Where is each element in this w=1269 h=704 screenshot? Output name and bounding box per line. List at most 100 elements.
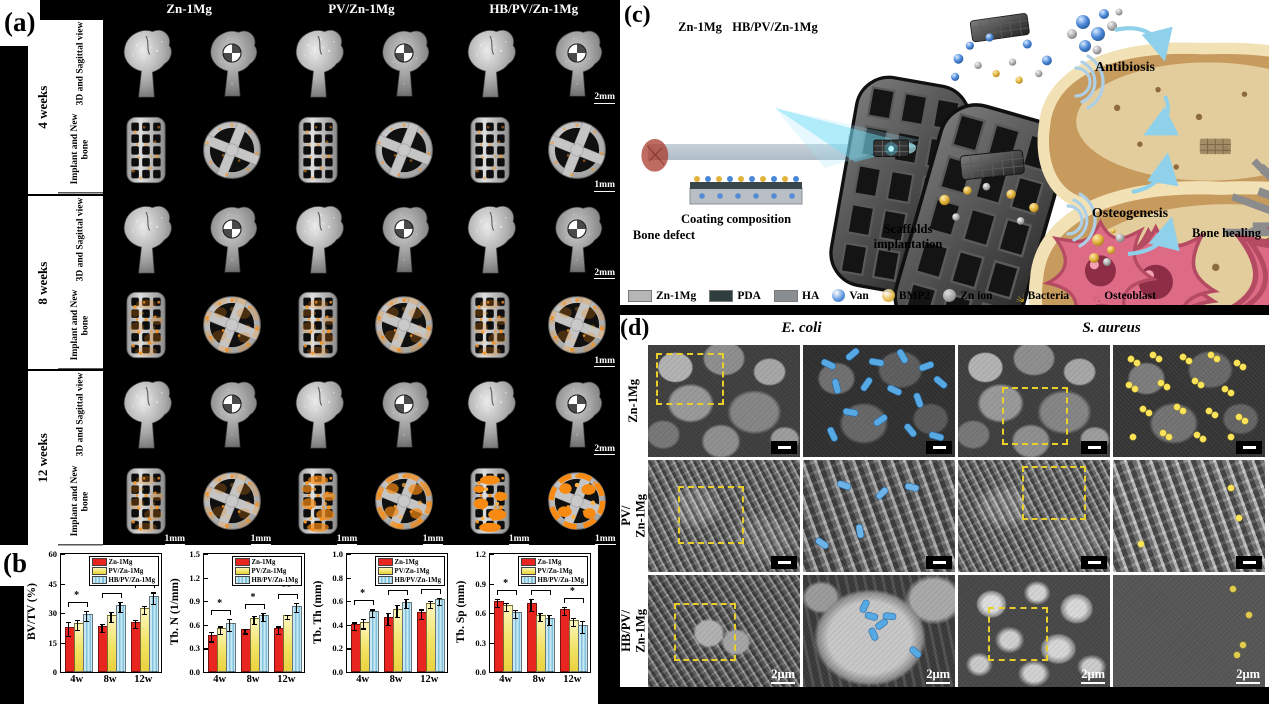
implant-newbone-image [470, 466, 510, 536]
column-header-zn1mg: Zn-1Mg [166, 1, 212, 16]
bone-3d-image [462, 201, 518, 275]
coating-composition-image [689, 176, 803, 205]
sem-image-r1c3 [958, 345, 1110, 457]
y-tick-mark [204, 601, 208, 603]
y-tick-label: 0.0 [332, 667, 343, 677]
legend-swatch [91, 576, 107, 584]
error-bar-cap [108, 612, 114, 614]
x-category-label: 4w [213, 674, 227, 685]
chart-legend-row: HB/PV/Zn-1Mg [234, 576, 298, 584]
error-bar-cap [275, 634, 281, 636]
panel-c-schematic: (c) Zn-1Mg HB/PV/Zn-1Mg Bone defect Coat… [620, 0, 1269, 305]
implant-newbone-image [126, 115, 166, 185]
error-bar-cap [561, 614, 567, 617]
error-bar [211, 631, 213, 642]
y-tick-label: 0.9 [475, 578, 486, 589]
chart-legend-row: Zn-1Mg [234, 558, 298, 566]
column-header-saureus: S. aureus [1082, 320, 1141, 336]
microct-cell [275, 194, 361, 282]
scale-bar-label: 1mm [164, 533, 186, 545]
error-bar-cap [403, 608, 409, 610]
error-bar [515, 610, 517, 618]
bottom-edge-bar [620, 687, 1269, 704]
error-bar [229, 618, 231, 632]
y-tick-label: 0.3 [189, 643, 200, 654]
microct-cell [275, 369, 361, 457]
x-category-label: 8w [103, 674, 117, 685]
error-bar-cap [251, 624, 257, 626]
scale-bar-label: 2μm [1236, 667, 1260, 684]
saureus-bacteria-overlay [1137, 484, 1243, 548]
bone-3d-image [550, 201, 604, 275]
error-bar-cap [385, 613, 391, 615]
error-bar-cap [418, 618, 424, 621]
week-group-8w: 8 weeks 3D and Sagittal view Implant and… [28, 193, 103, 370]
bar-HB/PV/Zn-1Mg [292, 605, 303, 672]
chart-legend: Zn-1Mg PV/Zn-1Mg HB/PV/Zn-1Mg [517, 556, 588, 586]
error-bar-cap [150, 592, 156, 594]
microct-row: 1mm [103, 106, 620, 194]
error-bar [497, 599, 499, 608]
legend-swatch [520, 567, 536, 575]
y-tick-label: 0 [52, 667, 57, 677]
error-bar-cap [141, 606, 147, 608]
error-bar-cap [117, 602, 123, 604]
scale-bar-label: 1mm [422, 533, 444, 545]
sem-image-r3c2: 2μm [803, 575, 955, 687]
error-bar-cap [546, 614, 552, 617]
error-bar [548, 614, 550, 625]
scale-bar-label: 1mm [336, 533, 358, 545]
implant-newbone-image [201, 294, 263, 356]
legend-swatch [91, 558, 107, 566]
y-tick-mark [61, 642, 65, 644]
bone-3d-image [290, 25, 346, 99]
sem-image-r1c4 [1113, 345, 1265, 457]
chart-legend-row: Zn-1Mg [377, 558, 441, 566]
y-tick-mark [204, 554, 208, 556]
error-bar-cap [117, 612, 123, 614]
error-bar-cap [284, 614, 290, 616]
microct-cell [275, 106, 361, 194]
row-label-implant: Implant and New bone [58, 457, 103, 546]
error-bar [530, 599, 532, 612]
error-bar-cap [293, 602, 299, 604]
error-bar [277, 626, 279, 635]
x-category-label: 4w [70, 674, 84, 685]
significance-label: * [360, 588, 366, 600]
bar-chart-2: Tb. N (1/mm) 0.0 0.3 0.6 0.9 1.2 1.5 * * ** Zn-1Mg… [169, 547, 312, 703]
error-bar-cap [75, 619, 81, 622]
microct-row: 2mm [103, 369, 620, 457]
scale-bar-label: 1mm [594, 533, 616, 545]
chart-legend: Zn-1Mg PV/Zn-1Mg HB/PV/Zn-1Mg [231, 556, 302, 586]
y-tick-label: 0.6 [332, 596, 343, 607]
chart-legend: Zn-1Mg PV/Zn-1Mg HB/PV/Zn-1Mg [374, 556, 445, 586]
magnified-region-box [656, 353, 724, 405]
error-bar-cap [108, 621, 114, 624]
bone-defect-label: Bone defect [632, 228, 696, 242]
sem-image-r2c3 [958, 460, 1110, 572]
scaffold-label-hbpv: HB/PV/Zn-1Mg [732, 20, 818, 34]
legend-item-label: PDA [737, 289, 761, 302]
error-bar-cap [570, 617, 576, 620]
microct-cell [447, 281, 533, 369]
sem-row-label-0: Zn-1Mg [620, 345, 646, 457]
chart-legend-row: HB/PV/Zn-1Mg [520, 576, 584, 584]
error-bar [68, 621, 70, 636]
chart-legend-row: PV/Zn-1Mg [520, 567, 584, 575]
error-bar [119, 602, 121, 612]
plot-area: 0.00.20.40.60.81.0***Zn-1MgPV/Zn-1MgHB/P… [332, 549, 448, 677]
scale-bar [1087, 561, 1101, 564]
schematic-illustration [641, 8, 1269, 305]
scale-bar-chip [926, 441, 952, 454]
implant-newbone-image [298, 115, 338, 185]
bone-3d-image [118, 25, 174, 99]
error-bar-cap [209, 631, 215, 634]
significance-bracket [420, 588, 441, 594]
error-bar [405, 598, 407, 609]
error-bar [572, 617, 574, 626]
error-bar [396, 604, 398, 617]
process-arrow-1 [648, 135, 882, 169]
error-bar-cap [385, 624, 391, 626]
error-bar-cap [361, 618, 367, 621]
significance-bracket [101, 593, 122, 599]
